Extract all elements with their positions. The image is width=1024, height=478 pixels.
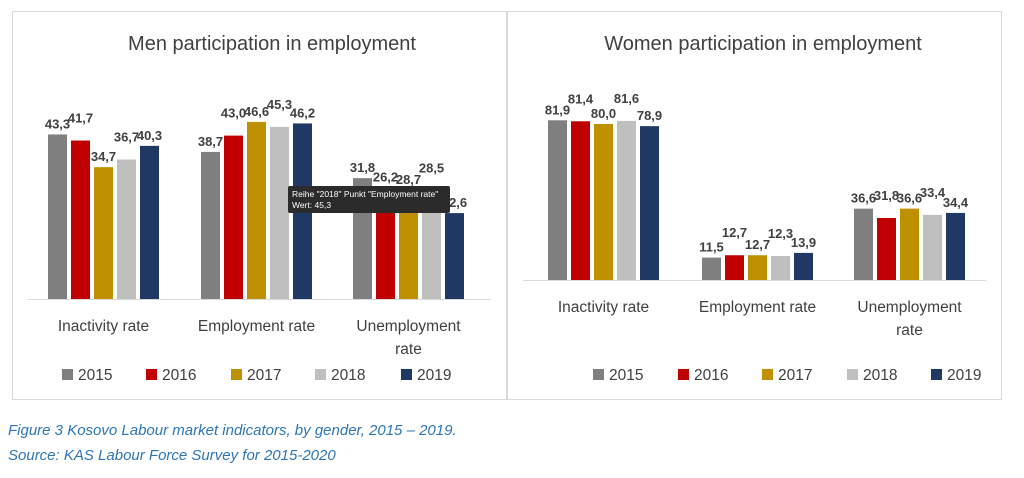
men-tooltip-line2: Wert: 45,3 [292, 200, 331, 210]
men-value-label: 34,7 [91, 149, 116, 164]
men-legend-label-2018: 2018 [331, 367, 365, 384]
women-category-label: Unemployment [857, 299, 962, 316]
women-bar-2019-0 [640, 126, 659, 281]
women-bar-2019-1 [794, 252, 813, 280]
women-chart-title: Women participation in employment [604, 33, 922, 55]
women-legend-label-2018: 2018 [863, 367, 897, 384]
men-category-label: Unemployment [356, 318, 461, 335]
men-bar-2017-1 [247, 121, 266, 299]
women-legend-label-2015: 2015 [609, 367, 643, 384]
women-value-label: 36,6 [897, 191, 922, 206]
women-participation-chart: Women participation in employment81,981,… [523, 33, 986, 384]
women-value-label: 78,9 [637, 108, 662, 123]
men-legend-swatch-2018 [315, 369, 326, 380]
men-legend-label-2016: 2016 [162, 367, 196, 384]
women-bar-2016-2 [877, 217, 896, 280]
women-legend-swatch-2019 [931, 369, 942, 380]
men-value-label: 41,7 [68, 111, 93, 126]
men-bar-2017-0 [94, 167, 113, 299]
figure-caption: Figure 3 Kosovo Labour market indicators… [8, 418, 1008, 468]
women-value-label: 81,6 [614, 91, 639, 106]
men-bar-2018-0 [117, 159, 136, 299]
women-chart-panel: Women participation in employment 81,9 81,… [507, 11, 1002, 400]
men-legend-label-2017: 2017 [247, 367, 281, 384]
men-value-label: 26,2 [373, 169, 398, 184]
men-bar-2015-0 [48, 134, 67, 299]
men-category-label: Inactivity rate [58, 318, 149, 335]
men-value-label: 28,5 [419, 161, 444, 176]
women-legend-label-2016: 2016 [694, 367, 728, 384]
women-category-label: Employment rate [699, 299, 816, 316]
women-value-label: 80,0 [591, 106, 616, 121]
women-bar-2017-1 [748, 255, 767, 280]
women-bar-2018-0 [617, 120, 636, 280]
women-bar-2018-1 [771, 256, 790, 280]
women-legend-swatch-2017 [762, 369, 773, 380]
women-bar-2018-2 [923, 214, 942, 280]
women-legend-label-2019: 2019 [947, 367, 981, 384]
women-value-label: 81,9 [545, 102, 570, 117]
men-category-label: rate [395, 341, 422, 358]
figure-caption-title: Figure 3 Kosovo Labour market indicators… [8, 422, 457, 439]
women-bar-2016-0 [571, 121, 590, 281]
men-tooltip-line1: Reihe "2018" Punkt "Employment rate" [292, 189, 438, 199]
men-legend-swatch-2015 [62, 369, 73, 380]
men-value-label: 43,0 [221, 106, 246, 121]
women-bar-2015-1 [702, 257, 721, 280]
men-chart-title: Men participation in employment [128, 33, 416, 55]
men-bar-2016-2 [376, 199, 395, 299]
men-bar-2019-0 [140, 145, 159, 299]
men-legend-swatch-2019 [401, 369, 412, 380]
women-value-label: 34,4 [943, 195, 969, 210]
women-category-label: rate [896, 322, 923, 339]
women-value-label: 13,9 [791, 235, 816, 250]
men-bar-2019-2 [445, 213, 464, 299]
men-value-label: 28,7 [396, 172, 421, 187]
women-value-label: 33,4 [920, 185, 946, 200]
women-legend-swatch-2016 [678, 369, 689, 380]
men-value-label: 46,2 [290, 105, 315, 120]
women-bar-2016-1 [725, 255, 744, 280]
women-value-label: 36,6 [851, 191, 876, 206]
men-value-label: 31,8 [350, 160, 375, 175]
men-value-label: 38,7 [198, 134, 223, 149]
men-value-label: 46,6 [244, 104, 269, 119]
men-bar-2018-1 [270, 126, 289, 299]
men-tooltip-box [288, 186, 450, 213]
women-value-label: 11,5 [699, 240, 724, 255]
men-value-label: 36,7 [114, 130, 139, 145]
women-bar-2015-2 [854, 208, 873, 280]
men-value-label: 43,3 [45, 116, 70, 131]
women-value-label: 12,7 [722, 225, 747, 240]
women-bar-2019-2 [946, 212, 965, 280]
women-legend-label-2017: 2017 [778, 367, 812, 384]
women-bar-2015-0 [548, 120, 567, 280]
women-category-label: Inactivity rate [558, 299, 649, 316]
women-legend-swatch-2018 [847, 369, 858, 380]
women-bar-2017-0 [594, 124, 613, 280]
women-value-label: 81,4 [568, 91, 594, 106]
men-legend-swatch-2017 [231, 369, 242, 380]
men-category-label: Employment rate [198, 318, 315, 335]
figure-caption-source: Source: KAS Labour Force Survey for 2015… [8, 447, 336, 464]
men-bar-2016-0 [71, 140, 90, 299]
men-chart-panel: Men participation in employment 43,3 41,7 3… [12, 11, 507, 400]
women-value-label: 12,3 [768, 226, 793, 241]
men-value-label: 45,3 [267, 97, 292, 112]
men-legend-swatch-2016 [146, 369, 157, 380]
men-bar-2017-2 [399, 189, 418, 299]
men-legend-label-2015: 2015 [78, 367, 112, 384]
women-value-label: 12,7 [745, 237, 770, 252]
men-bar-2018-2 [422, 190, 441, 299]
women-bar-2017-2 [900, 208, 919, 280]
men-bar-2016-1 [224, 135, 243, 299]
men-participation-chart: Men participation in employment 43,341,7 3… [28, 33, 491, 384]
women-legend-swatch-2015 [593, 369, 604, 380]
women-value-label: 31,8 [874, 188, 899, 203]
men-bar-2015-1 [201, 151, 220, 299]
men-legend-label-2019: 2019 [417, 367, 451, 384]
men-value-label: 40,3 [137, 128, 162, 143]
